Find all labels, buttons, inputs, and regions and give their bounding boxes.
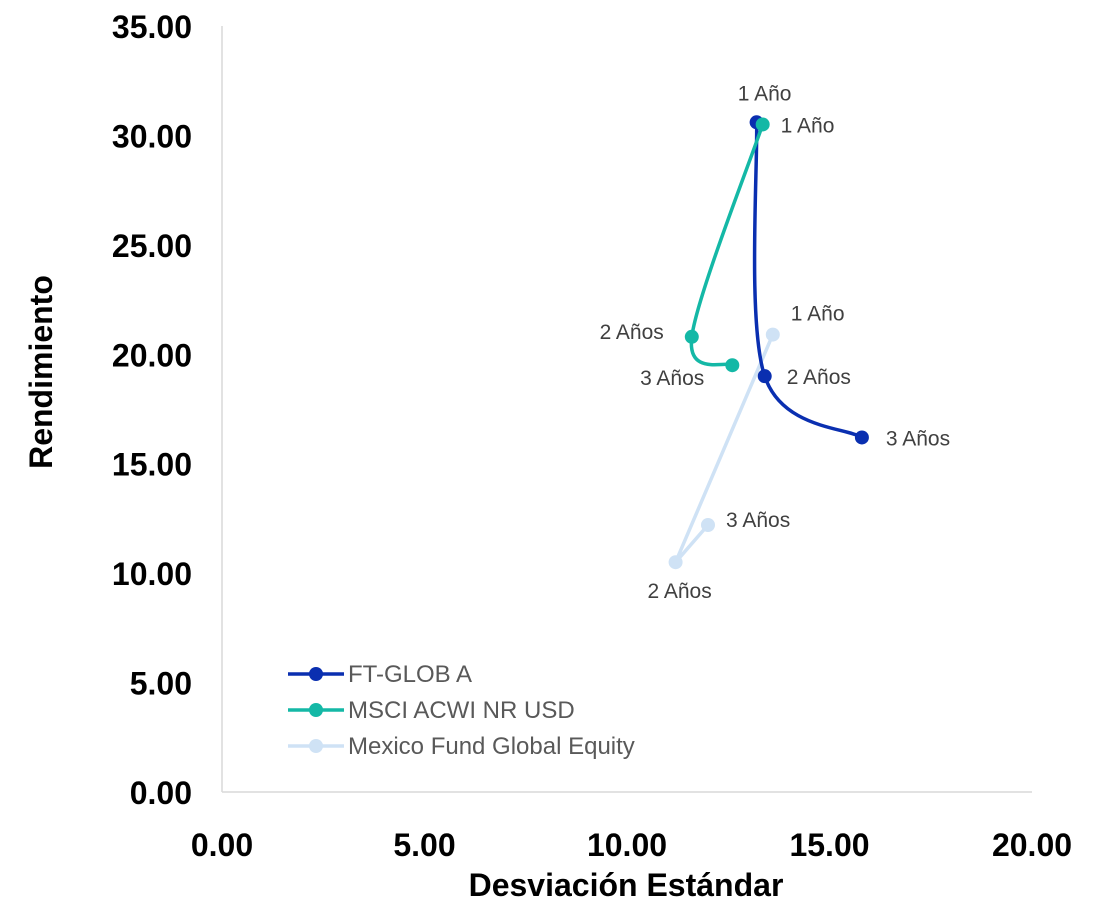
- data-label: 1 Año: [791, 303, 845, 326]
- series-layer: [668, 115, 869, 570]
- data-point: [725, 358, 740, 373]
- point-labels: 1 Año 2 Años 3 Años 1 Año 2 Años 3 Años 1 Año 2…: [600, 82, 951, 603]
- legend-marker: [309, 739, 323, 753]
- legend-item: MSCI ACWI NR USD: [288, 697, 575, 724]
- legend-marker: [309, 703, 323, 717]
- data-point: [854, 430, 869, 445]
- y-tick-label: 10.00: [112, 556, 192, 592]
- y-tick-label: 5.00: [130, 666, 192, 702]
- series-2: [668, 327, 780, 570]
- y-tick-label: 35.00: [112, 9, 192, 45]
- data-label: 3 Años: [886, 427, 950, 450]
- x-tick-label: 0.00: [191, 827, 253, 863]
- axes: [221, 26, 1032, 793]
- legend-item: FT-GLOB A: [288, 661, 472, 688]
- data-label: 2 Años: [787, 366, 851, 389]
- y-tick-label: 25.00: [112, 228, 192, 264]
- data-label: 1 Año: [738, 82, 792, 105]
- data-label: 2 Años: [600, 321, 664, 344]
- series-0: [749, 115, 869, 445]
- series-line: [689, 123, 765, 367]
- legend-label: Mexico Fund Global Equity: [348, 733, 635, 760]
- x-tick-label: 15.00: [789, 827, 869, 863]
- data-label: 2 Años: [647, 580, 711, 603]
- data-label: 3 Años: [726, 509, 790, 532]
- data-point: [668, 555, 683, 570]
- data-point: [757, 369, 772, 384]
- x-tick-label: 20.00: [992, 827, 1072, 863]
- x-tick-label: 5.00: [393, 827, 455, 863]
- legend-label: FT-GLOB A: [348, 661, 472, 688]
- data-point: [765, 327, 780, 342]
- y-tick-label: 20.00: [112, 337, 192, 373]
- data-point: [701, 517, 715, 532]
- legend-marker: [309, 667, 323, 681]
- series-line: [752, 122, 863, 440]
- x-tick-label: 10.00: [587, 827, 667, 863]
- series-1: [684, 117, 770, 373]
- y-axis-title: Rendimiento: [23, 275, 59, 469]
- data-label: 3 Años: [640, 367, 704, 390]
- legend-label: MSCI ACWI NR USD: [348, 697, 575, 724]
- tick-labels: 0.00 5.00 10.00 15.00 20.00 0.00 5.00 10.00 15.0…: [112, 9, 1072, 863]
- y-tick-label: 0.00: [130, 775, 192, 811]
- data-point: [684, 329, 699, 344]
- y-tick-label: 15.00: [112, 447, 192, 483]
- legend: FT-GLOB A MSCI ACWI NR USD Mexico Fund Glo…: [288, 661, 635, 760]
- legend-item: Mexico Fund Global Equity: [288, 733, 635, 760]
- x-axis-title: Desviación Estándar: [469, 867, 784, 903]
- y-tick-label: 30.00: [112, 118, 192, 154]
- data-point: [755, 117, 770, 132]
- data-label: 1 Año: [781, 114, 835, 137]
